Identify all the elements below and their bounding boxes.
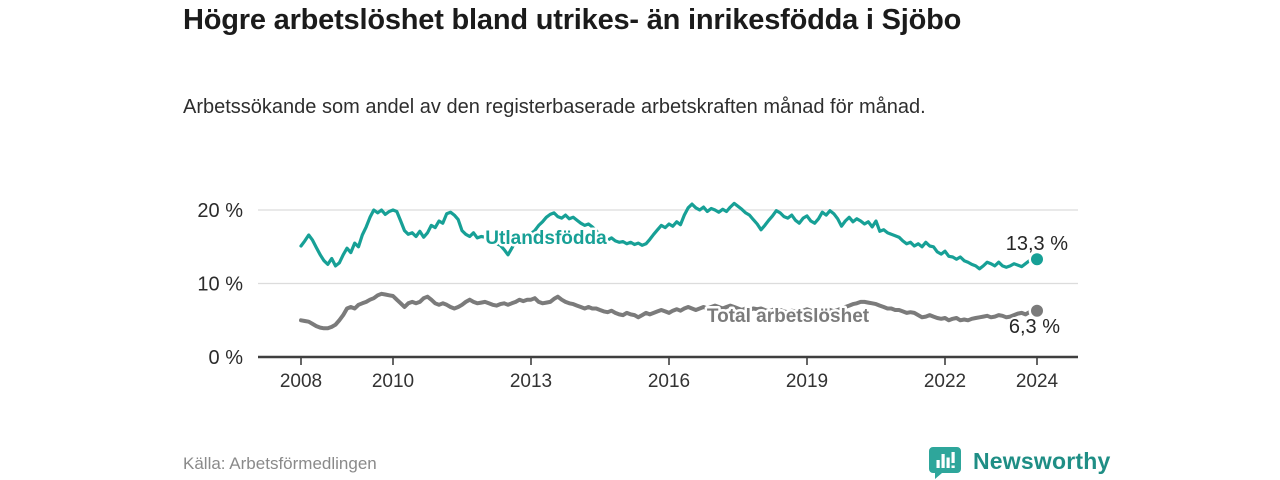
chart-layers: 0 % 10 % 20 % 2008 2010 2013 2016 2019 2022 2024 [197,200,1078,392]
series-line-total-arbetslöshet [299,291,1039,331]
end-value-label-utlandsfodda: 13,3 % [1006,233,1068,255]
x-axis-label-2008: 2008 [280,371,322,392]
source-credit: Källa: Arbetsförmedlingen [183,454,377,473]
logo-bar-chart-glyph [936,451,955,468]
end-dot-utlandsfödda [1028,250,1046,268]
brand-name: Newsworthy [973,448,1111,474]
x-axis-label-2010: 2010 [372,371,414,392]
x-axis-label-2013: 2013 [510,371,552,392]
x-axis-label-2024: 2024 [1016,371,1059,392]
newsworthy-logo-icon [929,446,961,479]
series-label-total-arbetsloshet: Total arbetslöshet [707,306,870,327]
end-value-label-total: 6,3 % [1009,316,1060,338]
x-axis-label-2022: 2022 [924,371,966,392]
newsworthy-brand: Newsworthy [928,443,1110,480]
x-axis-label-2016: 2016 [648,371,690,392]
y-axis-label-0: 0 % [209,347,244,369]
logo-bubble-shape [929,446,961,479]
page-title: Högre arbetslöshet bland utrikes- än inr… [183,4,962,36]
series-line-utlandsfödda [299,201,1039,271]
series-label-utlandsfodda: Utlandsfödda [485,228,607,249]
chart-annotations: Utlandsfödda Total arbetslöshet 13,3 % 6… [483,226,1070,341]
end-dot-total-arbetslöshet [1028,302,1046,320]
chart-subtitle: Arbetssökande som andel av den registerb… [183,96,926,118]
x-axis-label-2019: 2019 [786,371,828,392]
y-axis-label-10: 10 % [197,274,243,296]
y-axis-label-20: 20 % [197,200,243,222]
